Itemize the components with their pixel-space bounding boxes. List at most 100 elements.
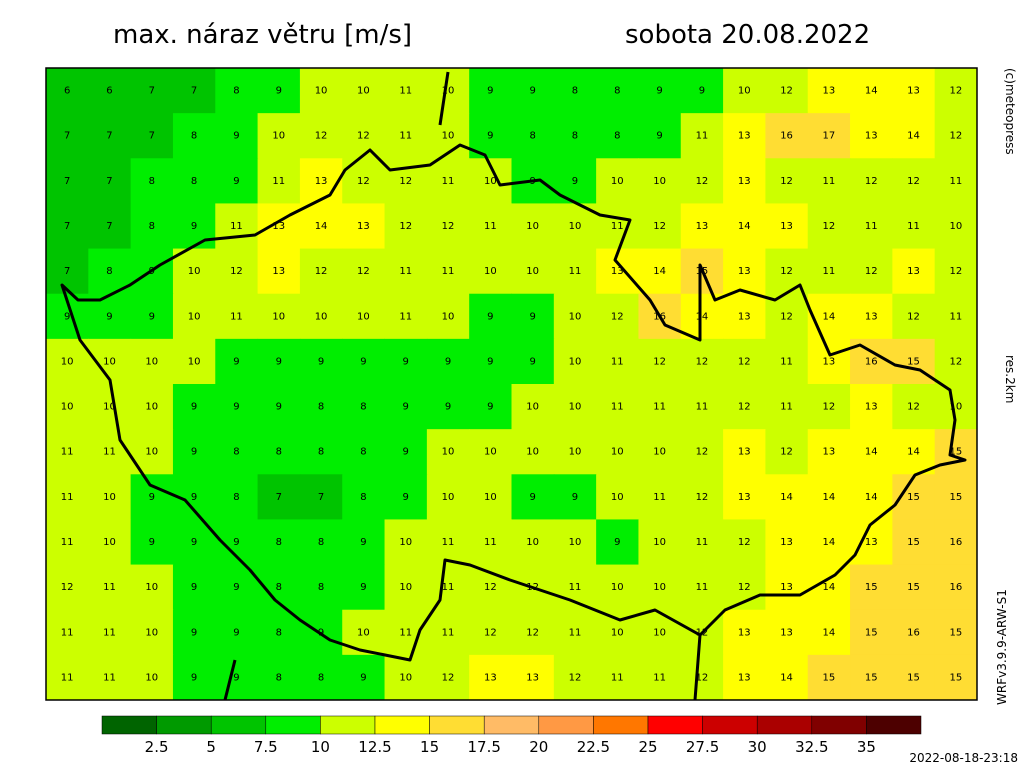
colorbar-label: 5: [206, 738, 216, 756]
grid-value: 10: [484, 447, 497, 458]
grid-cell: [850, 609, 893, 656]
grid-cell: [215, 474, 259, 520]
grid-cell: [215, 429, 259, 475]
colorbar-box: [866, 715, 922, 735]
grid-cell: [553, 519, 597, 566]
grid-value: 11: [780, 402, 793, 413]
grid-value: 9: [614, 537, 620, 548]
grid-cell: [172, 338, 216, 385]
grid-cell: [88, 474, 132, 520]
grid-value: 9: [233, 402, 239, 413]
grid-cell: [172, 609, 216, 656]
grid-cell: [130, 609, 174, 656]
grid-cell: [172, 158, 216, 204]
grid-cell: [807, 474, 851, 520]
grid-value: 11: [696, 582, 709, 593]
grid-value: 14: [780, 672, 793, 683]
grid-value: 8: [318, 582, 324, 593]
grid-value: 17: [823, 131, 836, 142]
grid-cell: [934, 68, 978, 114]
grid-value: 11: [61, 492, 74, 503]
grid-value: 12: [696, 356, 709, 367]
grid-cell: [384, 293, 428, 340]
grid-value: 12: [399, 221, 412, 232]
grid-value: 10: [526, 266, 539, 277]
grid-value: 9: [233, 582, 239, 593]
grid-cell: [426, 609, 470, 656]
grid-value: 10: [442, 492, 455, 503]
grid-value: 9: [529, 356, 535, 367]
grid-value: 12: [738, 356, 751, 367]
grid-cell: [723, 654, 766, 701]
grid-value: 10: [442, 131, 455, 142]
grid-cell: [723, 519, 766, 566]
grid-value: 10: [653, 537, 666, 548]
grid-cell: [299, 474, 343, 520]
grid-cell: [299, 429, 343, 475]
grid-value: 10: [484, 492, 497, 503]
grid-value: 10: [357, 627, 370, 638]
grid-value: 8: [572, 131, 578, 142]
grid-cell: [596, 474, 639, 520]
grid-cell: [596, 519, 639, 566]
grid-cell: [807, 158, 851, 204]
grid-value: 9: [191, 672, 197, 683]
grid-value: 11: [653, 492, 666, 503]
date: sobota 20.08.2022: [625, 20, 870, 50]
grid-value: 11: [61, 537, 74, 548]
grid-cell: [469, 609, 512, 656]
grid-value: 8: [233, 447, 239, 458]
grid-cell: [130, 203, 174, 250]
grid-cell: [892, 654, 936, 701]
grid-cell: [807, 338, 851, 385]
colorbar-box: [265, 715, 321, 735]
grid-value: 12: [61, 582, 74, 593]
grid-value: 11: [442, 627, 455, 638]
grid-value: 12: [357, 176, 370, 187]
grid-value: 11: [272, 176, 285, 187]
grid-value: 10: [145, 356, 158, 367]
grid-cell: [553, 474, 597, 520]
grid-value: 9: [487, 402, 493, 413]
grid-cell: [469, 654, 512, 701]
grid-value: 8: [276, 672, 282, 683]
grid-cell: [892, 113, 936, 159]
grid-value: 13: [272, 266, 285, 277]
colorbar-box: [483, 715, 540, 735]
grid-cell: [511, 609, 555, 656]
grid-value: 13: [484, 672, 497, 683]
grid-value: 9: [64, 311, 70, 322]
grid-cell: [934, 248, 978, 295]
grid-cell: [384, 564, 428, 611]
grid-value: 9: [360, 537, 366, 548]
grid-value: 8: [149, 176, 155, 187]
grid-value: 13: [907, 266, 920, 277]
grid-cell: [807, 68, 851, 114]
grid-value: 6: [64, 86, 70, 97]
grid-cell: [299, 564, 343, 611]
border-branch: [223, 71, 702, 701]
grid-cell: [765, 338, 809, 385]
grid-cell: [934, 654, 978, 701]
grid-cell: [88, 564, 132, 611]
grid-cell: [934, 519, 978, 566]
grid-value: 9: [656, 86, 662, 97]
grid-cell: [596, 158, 639, 204]
grid-cell: [130, 384, 174, 430]
grid-value: 9: [487, 131, 493, 142]
grid-value: 10: [569, 402, 582, 413]
grid-cell: [638, 68, 682, 114]
colorbar-box: [538, 715, 594, 735]
grid-value: 12: [230, 266, 243, 277]
grid-value: 11: [103, 447, 116, 458]
grid-value: 10: [949, 402, 962, 413]
grid-cell: [257, 293, 301, 340]
grid-value: 10: [611, 447, 624, 458]
border: [60, 143, 967, 662]
grid-cell: [511, 429, 555, 475]
grid-cell: [46, 474, 89, 520]
grid-cell: [257, 519, 301, 566]
grid-cell: [426, 203, 470, 250]
grid-value: 12: [696, 492, 709, 503]
